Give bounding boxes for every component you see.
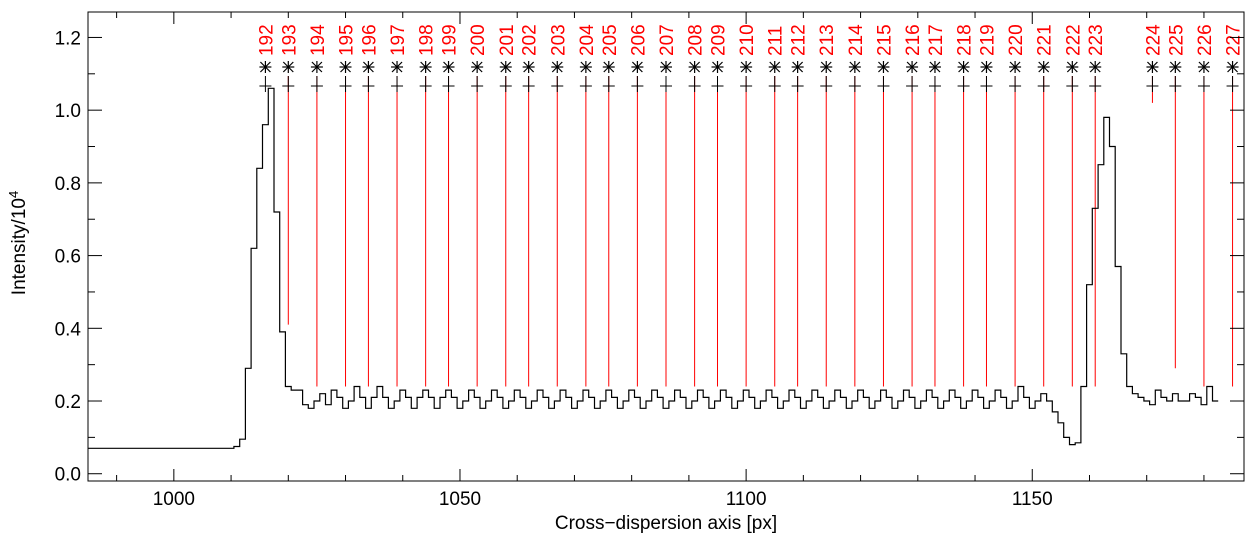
peak-label: 224: [1143, 24, 1164, 56]
peak-label: 219: [977, 24, 998, 56]
peak-label: 200: [468, 24, 489, 56]
y-axis-title: Intensity/104: [6, 191, 31, 295]
peak-label: 215: [874, 24, 895, 56]
peak-label: 225: [1166, 24, 1187, 56]
peak-label: 227: [1224, 24, 1245, 56]
peak-label: 197: [388, 24, 409, 56]
peak-label: 222: [1063, 24, 1084, 56]
peak-label: 201: [497, 24, 518, 56]
peak-markers-layer: 192 193 194 195 196 197 198 199 200 201 202 203 204 2…: [256, 24, 1245, 387]
peak-label: 196: [359, 24, 380, 56]
peak-label: 217: [926, 24, 947, 56]
peak-label: 214: [846, 24, 867, 56]
peak-label: 218: [955, 24, 976, 56]
y-tick-label: 0.8: [55, 174, 81, 195]
y-tick-label: 0.2: [55, 392, 81, 413]
peak-label: 204: [577, 24, 598, 56]
peak-label: 192: [256, 24, 277, 56]
peak-label: 195: [337, 24, 358, 56]
y-tick-label: 0.0: [55, 465, 81, 486]
peak-label: 212: [789, 24, 810, 56]
y-tick-label: 1.2: [55, 28, 81, 49]
x-tick-label: 1000: [153, 489, 195, 510]
peak-label: 211: [766, 26, 787, 56]
peak-label: 194: [308, 24, 329, 56]
x-tick-label: 1150: [1012, 489, 1053, 510]
x-axis-title: Cross−dispersion axis [px]: [555, 513, 777, 534]
peak-label: 205: [600, 24, 621, 56]
x-tick-label: 1050: [439, 489, 481, 510]
y-tick-label: 1.0: [55, 101, 81, 122]
peak-label: 206: [628, 24, 649, 56]
peak-label: 203: [548, 24, 569, 56]
plot-frame: [87, 11, 1245, 482]
profile-step-line: [88, 87, 1219, 449]
peak-label: 223: [1086, 24, 1107, 56]
x-tick-label: 1100: [726, 489, 767, 510]
peak-label: 198: [417, 24, 438, 56]
x-axis: 1000 1050 1100 1150: [116, 12, 1205, 510]
peak-label: 209: [709, 24, 730, 56]
peak-label: 216: [903, 24, 924, 56]
peak-label: 208: [686, 24, 707, 56]
peak-label: 220: [1006, 24, 1027, 56]
peak-label: 213: [817, 24, 838, 56]
peak-label: 202: [520, 24, 541, 56]
y-axis: 0.0 0.2 0.4 0.6 0.8 1.0 1.2: [55, 28, 1244, 486]
y-axis-title-base: Intensity/10: [9, 198, 30, 295]
y-tick-label: 0.4: [55, 319, 82, 340]
peak-label: 199: [440, 24, 461, 56]
y-tick-label: 0.6: [55, 247, 81, 268]
peak-label: 193: [279, 24, 300, 56]
profile-layer: [88, 87, 1219, 449]
peak-label: 210: [737, 24, 758, 56]
peak-label: 221: [1035, 24, 1056, 56]
peak-label: 207: [657, 24, 678, 56]
y-axis-title-exponent: 4: [6, 191, 21, 198]
peak-label: 226: [1195, 24, 1216, 56]
